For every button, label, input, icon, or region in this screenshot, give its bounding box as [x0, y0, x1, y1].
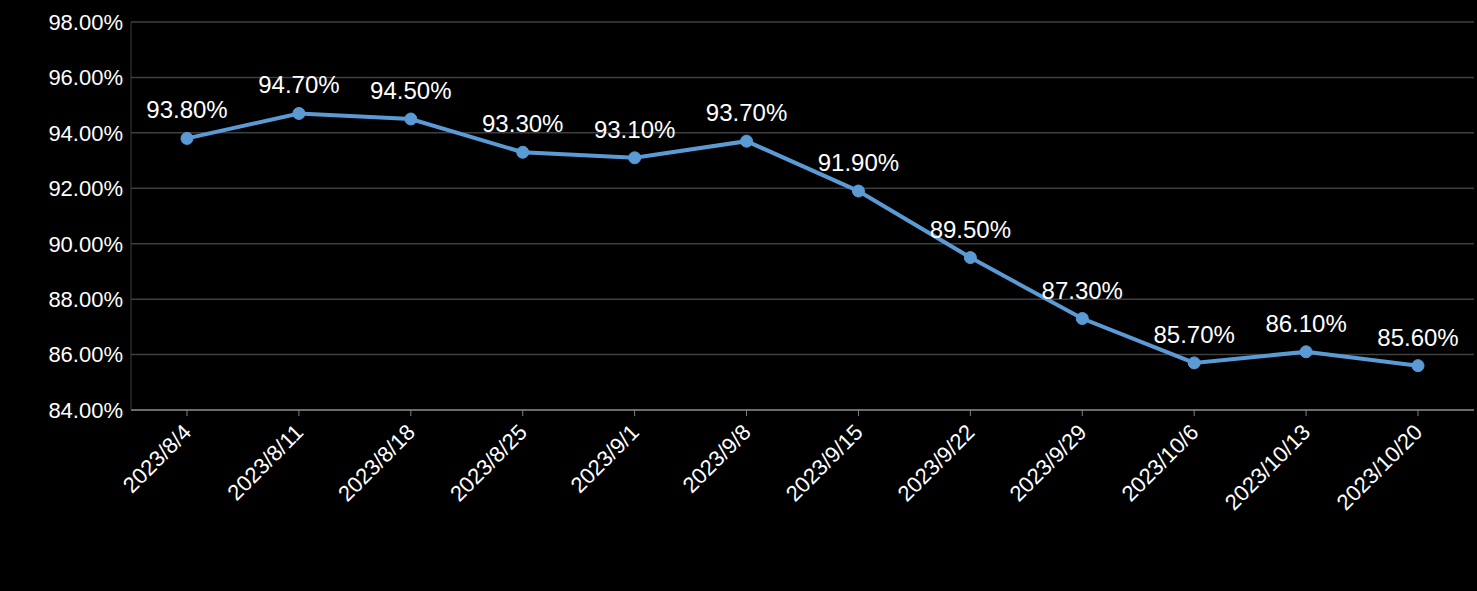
svg-text:98.00%: 98.00%	[48, 10, 123, 35]
svg-text:94.50%: 94.50%	[370, 77, 451, 104]
svg-text:2023/9/1: 2023/9/1	[566, 420, 644, 498]
svg-text:2023/8/11: 2023/8/11	[222, 420, 308, 506]
svg-text:92.00%: 92.00%	[48, 176, 123, 201]
svg-text:2023/9/22: 2023/9/22	[893, 420, 980, 507]
svg-text:94.70%: 94.70%	[258, 71, 339, 98]
svg-text:93.70%: 93.70%	[706, 99, 787, 126]
svg-text:96.00%: 96.00%	[48, 65, 123, 90]
svg-text:2023/9/8: 2023/9/8	[678, 420, 756, 498]
svg-text:2023/10/20: 2023/10/20	[1332, 420, 1428, 516]
svg-text:90.00%: 90.00%	[48, 232, 123, 257]
svg-text:93.30%: 93.30%	[482, 110, 563, 137]
svg-text:93.10%: 93.10%	[594, 116, 675, 143]
svg-text:2023/10/13: 2023/10/13	[1220, 420, 1316, 516]
svg-text:86.00%: 86.00%	[48, 342, 123, 367]
svg-text:2023/8/18: 2023/8/18	[333, 420, 420, 507]
svg-text:94.00%: 94.00%	[48, 121, 123, 146]
svg-text:85.60%: 85.60%	[1377, 324, 1458, 351]
svg-text:2023/9/29: 2023/9/29	[1005, 420, 1092, 507]
svg-text:89.50%: 89.50%	[930, 216, 1011, 243]
svg-text:85.70%: 85.70%	[1153, 321, 1234, 348]
svg-text:84.00%: 84.00%	[48, 398, 123, 423]
svg-text:87.30%: 87.30%	[1042, 277, 1123, 304]
svg-text:91.90%: 91.90%	[818, 149, 899, 176]
svg-text:2023/9/15: 2023/9/15	[781, 420, 868, 507]
svg-text:93.80%: 93.80%	[146, 96, 227, 123]
svg-text:2023/10/6: 2023/10/6	[1116, 420, 1203, 507]
svg-text:2023/8/25: 2023/8/25	[445, 420, 532, 507]
svg-text:88.00%: 88.00%	[48, 287, 123, 312]
svg-text:2023/8/4: 2023/8/4	[118, 420, 196, 498]
svg-text:86.10%: 86.10%	[1265, 310, 1346, 337]
